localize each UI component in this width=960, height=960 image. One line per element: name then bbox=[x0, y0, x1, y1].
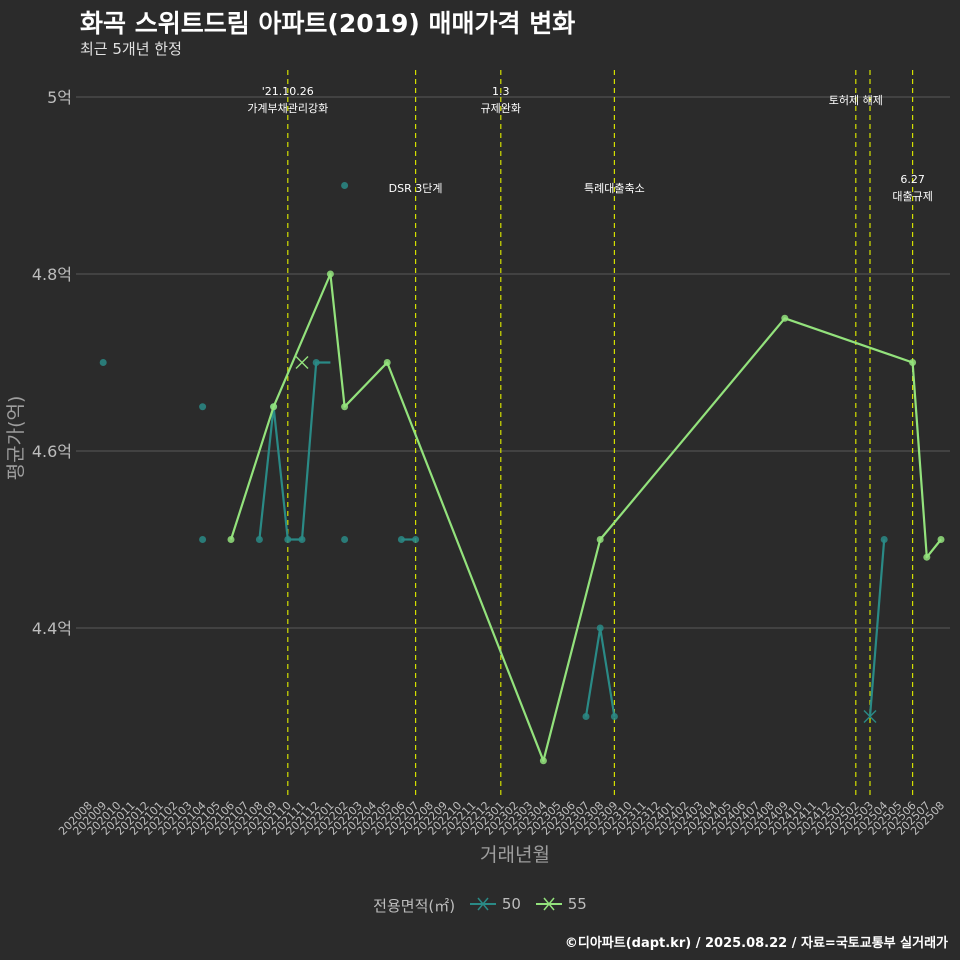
legend: 전용면적(㎡) 50 55 bbox=[0, 895, 960, 916]
series-50-point bbox=[397, 536, 405, 543]
x-axis-title: 거래년월 bbox=[480, 844, 550, 866]
series-50-point bbox=[341, 536, 349, 543]
series-55-point bbox=[227, 536, 235, 543]
event-label: 1.3 bbox=[492, 85, 510, 98]
x-axis-ticks: 2020082020092020102020112020122021012021… bbox=[56, 799, 947, 838]
series-55-point bbox=[383, 359, 391, 366]
source-caption: ©디아파트(dapt.kr) / 2025.08.22 / 자료=국토교통부 실… bbox=[564, 936, 948, 951]
series-50-point bbox=[312, 359, 320, 366]
legend-item-50[interactable]: 50 bbox=[469, 895, 521, 913]
series-50-point bbox=[880, 536, 888, 543]
series-50-point bbox=[99, 359, 107, 366]
event-label: DSR 3단계 bbox=[389, 182, 443, 195]
series-50-line bbox=[584, 626, 616, 717]
series-55-line bbox=[229, 272, 942, 762]
event-label: '21.10.26 bbox=[262, 85, 314, 98]
y-tick-label: 4.6억 bbox=[32, 442, 72, 461]
series-50-point bbox=[412, 536, 420, 543]
chart-subtitle: 최근 5개년 한정 bbox=[80, 40, 182, 58]
event-label: 대출규제 bbox=[892, 190, 932, 203]
series-50-point bbox=[284, 536, 292, 543]
y-tick-label: 5억 bbox=[47, 88, 72, 107]
series-55-point bbox=[596, 536, 604, 543]
series-50-point bbox=[582, 713, 590, 720]
legend-label-55: 55 bbox=[567, 895, 587, 913]
event-label: 6.27 bbox=[900, 173, 925, 186]
y-tick-label: 4.8억 bbox=[32, 265, 72, 284]
series-50-point bbox=[255, 536, 263, 543]
series-50-line bbox=[868, 539, 886, 717]
series-55-point bbox=[937, 536, 945, 543]
series-50-point bbox=[596, 624, 604, 632]
series-55-point bbox=[909, 359, 917, 366]
series-55-point bbox=[270, 403, 278, 411]
event-label: 특례대출축소 bbox=[584, 182, 645, 195]
legend-title: 전용면적(㎡) bbox=[373, 897, 456, 915]
legend-swatch-50 bbox=[469, 897, 496, 911]
event-label: 가계부채관리강화 bbox=[247, 102, 328, 115]
y-tick-label: 4.4억 bbox=[32, 619, 72, 638]
series-50-point bbox=[199, 403, 207, 411]
series-55-point bbox=[539, 757, 547, 765]
legend-item-55[interactable]: 55 bbox=[535, 895, 587, 913]
event-label: 규제완화 bbox=[481, 102, 521, 115]
series-55-point bbox=[923, 553, 931, 561]
legend-label-50: 50 bbox=[501, 895, 521, 913]
chart-title: 화곡 스위트드림 아파트(2019) 매매가격 변화 bbox=[80, 9, 576, 38]
event-label: 토허제 해제 bbox=[829, 93, 883, 107]
series-55-point bbox=[781, 314, 789, 322]
series-layer bbox=[99, 182, 945, 765]
series-50-point bbox=[298, 536, 306, 543]
event-lines bbox=[287, 70, 914, 795]
legend-swatch-55 bbox=[535, 897, 562, 911]
y-axis-ticks: 4.4억 4.6억 4.8억 5억 bbox=[32, 88, 72, 638]
series-50-point bbox=[199, 536, 207, 543]
series-50-point bbox=[610, 713, 618, 720]
series-50-point bbox=[341, 182, 349, 189]
grid-layer bbox=[76, 96, 950, 629]
y-axis-title: 평균가(억) bbox=[5, 396, 27, 481]
series-55-cross-marker bbox=[295, 356, 309, 369]
series-55-point bbox=[341, 403, 349, 411]
series-50-cross-marker bbox=[863, 710, 877, 723]
cross-stroke bbox=[295, 356, 309, 369]
series-55-point bbox=[326, 270, 334, 278]
cross-stroke bbox=[863, 710, 877, 723]
